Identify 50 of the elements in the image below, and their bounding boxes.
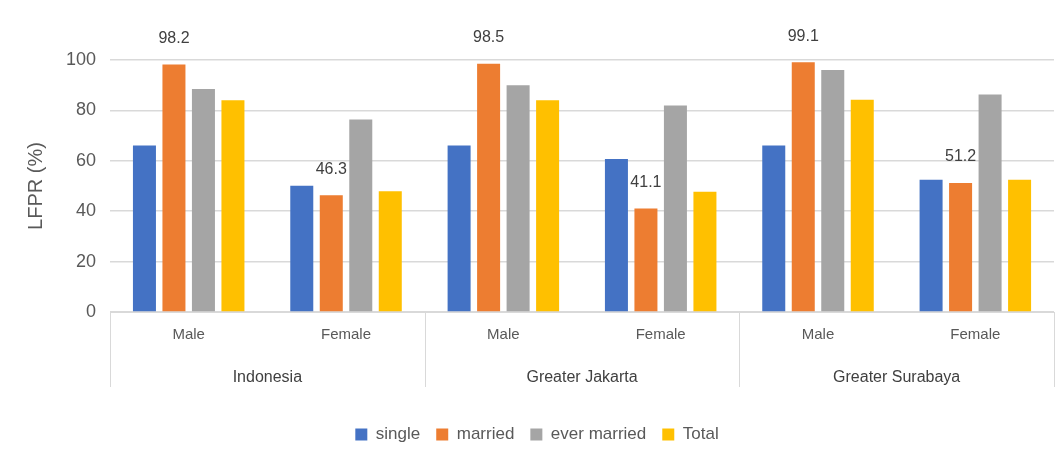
- y-axis-title: LFPR (%): [23, 142, 46, 230]
- data-label: 99.1: [787, 26, 819, 44]
- legend-label: Total: [682, 424, 719, 444]
- bar: [791, 62, 815, 312]
- bar: [319, 195, 343, 312]
- bar: [477, 63, 501, 312]
- bar: [132, 145, 156, 312]
- bar: [349, 119, 373, 312]
- bar: [447, 145, 471, 312]
- data-label: 98.2: [158, 28, 190, 46]
- y-tick-label: 20: [76, 250, 97, 271]
- x-tick-label: Female: [635, 325, 686, 343]
- bar: [290, 185, 314, 312]
- y-tick-label: 0: [86, 300, 97, 321]
- y-tick-label: 40: [76, 200, 97, 221]
- bar: [506, 85, 530, 312]
- x-tick-label: Female: [321, 325, 372, 343]
- bar: [191, 88, 215, 312]
- bar: [978, 94, 1002, 312]
- legend-label: ever married: [550, 424, 647, 444]
- x-tick-label: Male: [172, 325, 205, 343]
- text: Greater Jakarta: [526, 368, 638, 386]
- bar: [536, 100, 560, 312]
- bar: [919, 179, 943, 312]
- bar: [221, 100, 245, 312]
- bar: [821, 70, 845, 312]
- bar: [604, 159, 628, 312]
- bar: [949, 182, 973, 312]
- bar: [693, 191, 717, 312]
- y-tick-label: 80: [76, 99, 97, 120]
- data-label: 46.3: [315, 159, 347, 177]
- x-tick-label: Male: [487, 325, 520, 343]
- y-tick-label: 100: [65, 48, 97, 69]
- bar: [850, 99, 874, 312]
- data-label: 41.1: [630, 172, 662, 190]
- bar: [378, 191, 402, 312]
- x-tick-label: Female: [950, 325, 1001, 343]
- legend-label: single: [375, 424, 421, 444]
- data-label: 51.2: [945, 147, 977, 165]
- text: Indonesia: [232, 368, 303, 386]
- bar: [1008, 179, 1032, 312]
- bar: [762, 145, 786, 312]
- bar: [162, 64, 186, 312]
- legend-label: married: [456, 424, 515, 444]
- y-tick-label: 60: [76, 149, 97, 170]
- text: Greater Surabaya: [833, 368, 961, 386]
- bar: [634, 208, 658, 312]
- data-label: 98.5: [473, 28, 505, 46]
- bar: [663, 105, 687, 312]
- x-tick-label: Male: [801, 325, 835, 343]
